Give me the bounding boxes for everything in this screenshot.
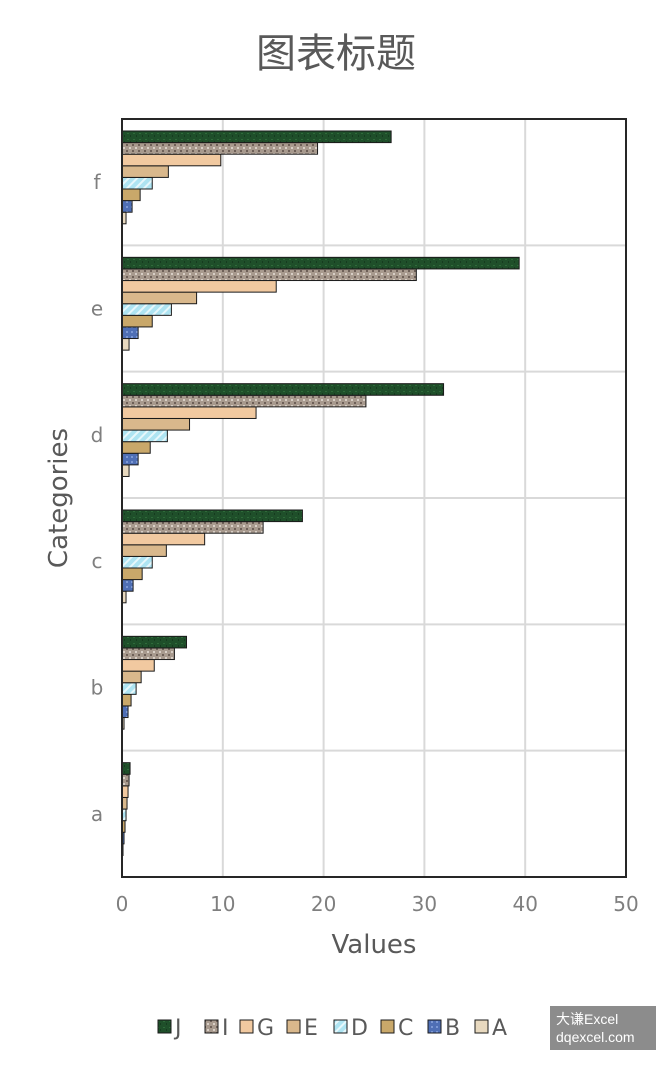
x-tick-label-10: 10 [210, 892, 235, 916]
bar-a-J [121, 762, 131, 775]
y-category-label-d: d [91, 423, 104, 447]
legend-label-B: B [445, 1016, 460, 1041]
bar-c-B [121, 579, 134, 592]
x-axis-ticks: 0 10 20 30 40 50 [116, 892, 639, 916]
bar-e-E [121, 291, 198, 305]
bar-d-J [121, 383, 445, 396]
y-axis-categories: a b c d e f [91, 170, 104, 826]
bar-c-E [121, 544, 167, 557]
bar-b-D [121, 682, 137, 695]
bar-f-D [121, 176, 153, 190]
legend-label-D: D [351, 1016, 368, 1041]
legend-swatch-I [204, 1019, 219, 1034]
bar-e-I [121, 268, 417, 282]
bar-e-J [121, 256, 520, 270]
y-axis-title: Categories [44, 428, 74, 568]
bar-b-I [121, 647, 175, 661]
y-category-label-e: e [91, 297, 103, 321]
legend-swatch-C [380, 1019, 395, 1034]
bar-c-G [121, 532, 206, 546]
bar-b-J [121, 635, 188, 649]
x-tick-label-20: 20 [311, 892, 336, 916]
legend-label-C: C [398, 1016, 413, 1041]
bar-b-G [121, 659, 155, 672]
bar-d-G [121, 406, 257, 419]
gridlines [121, 119, 627, 877]
bar-f-E [121, 165, 169, 178]
x-tick-label-40: 40 [512, 892, 537, 916]
watermark-line2: dqexcel.com [556, 1029, 635, 1045]
bar-e-D [121, 303, 172, 316]
bars-layer [121, 130, 520, 856]
bar-d-D [121, 429, 168, 443]
bar-d-C [121, 441, 151, 454]
legend-swatch-G [239, 1019, 254, 1034]
bar-e-C [121, 314, 153, 328]
bar-b-C [121, 693, 132, 707]
legend-swatch-E [286, 1019, 301, 1034]
bar-f-J [121, 130, 392, 144]
x-tick-label-0: 0 [116, 892, 129, 916]
bar-e-G [121, 280, 277, 293]
legend-swatch-J [157, 1019, 172, 1034]
bar-d-A [121, 464, 130, 477]
bar-c-I [121, 521, 264, 534]
watermark: 大谦Excel dqexcel.com [550, 1006, 656, 1050]
y-category-label-f: f [93, 170, 101, 194]
x-tick-label-30: 30 [412, 892, 437, 916]
y-category-label-b: b [91, 676, 104, 700]
bar-f-B [121, 200, 133, 213]
legend-label-A: A [492, 1016, 507, 1041]
y-category-label-c: c [92, 549, 103, 573]
x-axis-title: Values [332, 930, 417, 960]
x-tick-label-50: 50 [613, 892, 638, 916]
bar-d-I [121, 394, 367, 408]
plot-area-frame [121, 118, 627, 878]
chart-title: 图表标题 [256, 31, 416, 77]
legend-swatch-A [474, 1019, 489, 1034]
bar-b-E [121, 670, 142, 684]
y-category-label-a: a [91, 802, 103, 826]
bar-c-C [121, 567, 143, 581]
bar-f-G [121, 153, 222, 167]
bar-a-I [121, 773, 130, 787]
bar-e-A [121, 338, 130, 351]
legend-label-I: I [222, 1016, 229, 1041]
legend-label-J: J [173, 1016, 182, 1041]
bar-c-J [121, 509, 303, 523]
legend-swatch-B [427, 1019, 442, 1034]
bar-f-I [121, 142, 319, 155]
legend-label-E: E [304, 1016, 318, 1041]
watermark-line1: 大谦Excel [556, 1011, 619, 1027]
bar-f-C [121, 188, 141, 202]
bar-d-E [121, 417, 191, 431]
bar-e-B [121, 326, 139, 340]
bar-d-B [121, 452, 139, 466]
legend-swatch-D [333, 1019, 348, 1034]
bar-c-D [121, 555, 153, 569]
legend-label-G: G [257, 1016, 274, 1041]
